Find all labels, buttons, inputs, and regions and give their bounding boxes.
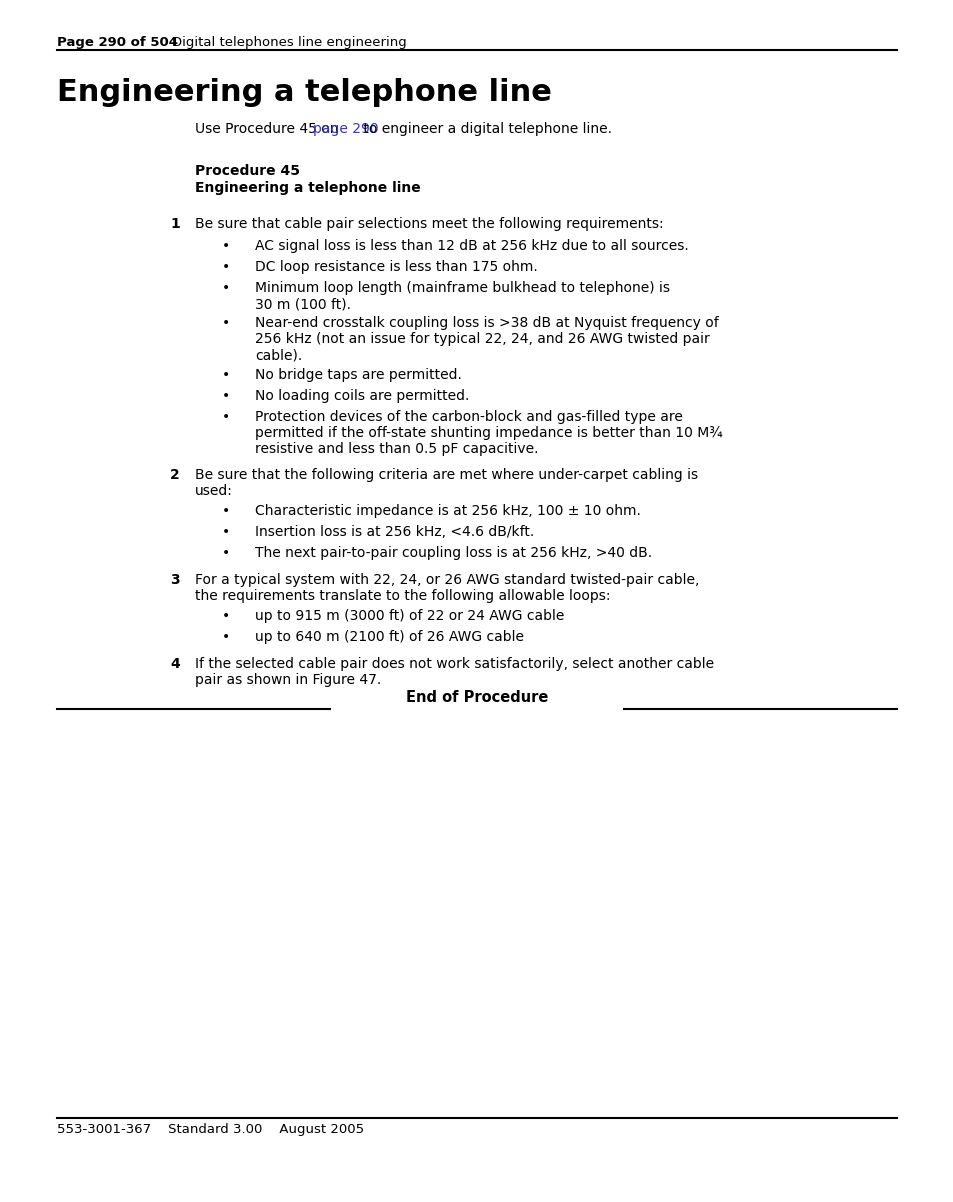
Text: AC signal loss is less than 12 dB at 256 kHz due to all sources.: AC signal loss is less than 12 dB at 256… bbox=[254, 239, 688, 252]
Text: up to 640 m (2100 ft) of 26 AWG cable: up to 640 m (2100 ft) of 26 AWG cable bbox=[254, 630, 523, 644]
Text: •: • bbox=[222, 260, 230, 274]
Text: •: • bbox=[222, 389, 230, 403]
Text: •: • bbox=[222, 281, 230, 294]
Text: For a typical system with 22, 24, or 26 AWG standard twisted-pair cable,
the req: For a typical system with 22, 24, or 26 … bbox=[194, 573, 699, 603]
Text: Insertion loss is at 256 kHz, <4.6 dB/kft.: Insertion loss is at 256 kHz, <4.6 dB/kf… bbox=[254, 525, 534, 538]
Text: No loading coils are permitted.: No loading coils are permitted. bbox=[254, 389, 469, 403]
Text: 4: 4 bbox=[170, 657, 179, 671]
Text: up to 915 m (3000 ft) of 22 or 24 AWG cable: up to 915 m (3000 ft) of 22 or 24 AWG ca… bbox=[254, 609, 564, 623]
Text: •: • bbox=[222, 609, 230, 623]
Text: page 290: page 290 bbox=[313, 121, 378, 136]
Text: Engineering a telephone line: Engineering a telephone line bbox=[57, 78, 551, 107]
Text: •: • bbox=[222, 504, 230, 518]
Text: Be sure that the following criteria are met where under-carpet cabling is
used:: Be sure that the following criteria are … bbox=[194, 468, 698, 498]
Text: •: • bbox=[222, 546, 230, 560]
Text: Near-end crosstalk coupling loss is >38 dB at Nyquist frequency of
256 kHz (not : Near-end crosstalk coupling loss is >38 … bbox=[254, 316, 718, 362]
Text: Protection devices of the carbon-block and gas-filled type are
permitted if the : Protection devices of the carbon-block a… bbox=[254, 410, 722, 457]
Text: Page 290 of 504: Page 290 of 504 bbox=[57, 36, 178, 49]
Text: •: • bbox=[222, 630, 230, 644]
Text: If the selected cable pair does not work satisfactorily, select another cable
pa: If the selected cable pair does not work… bbox=[194, 657, 714, 688]
Text: Engineering a telephone line: Engineering a telephone line bbox=[194, 182, 420, 195]
Text: End of Procedure: End of Procedure bbox=[405, 690, 548, 706]
Text: to engineer a digital telephone line.: to engineer a digital telephone line. bbox=[358, 121, 612, 136]
Text: Procedure 45: Procedure 45 bbox=[194, 163, 299, 178]
Text: •: • bbox=[222, 316, 230, 331]
Text: 1: 1 bbox=[170, 218, 179, 231]
Text: •: • bbox=[222, 239, 230, 252]
Text: The next pair-to-pair coupling loss is at 256 kHz, >40 dB.: The next pair-to-pair coupling loss is a… bbox=[254, 546, 652, 560]
Text: No bridge taps are permitted.: No bridge taps are permitted. bbox=[254, 368, 461, 382]
Text: Be sure that cable pair selections meet the following requirements:: Be sure that cable pair selections meet … bbox=[194, 218, 663, 231]
Text: DC loop resistance is less than 175 ohm.: DC loop resistance is less than 175 ohm. bbox=[254, 260, 537, 274]
Text: Minimum loop length (mainframe bulkhead to telephone) is
30 m (100 ft).: Minimum loop length (mainframe bulkhead … bbox=[254, 281, 669, 311]
Text: Characteristic impedance is at 256 kHz, 100 ± 10 ohm.: Characteristic impedance is at 256 kHz, … bbox=[254, 504, 640, 518]
Text: 3: 3 bbox=[170, 573, 179, 587]
Text: Digital telephones line engineering: Digital telephones line engineering bbox=[172, 36, 406, 49]
Text: •: • bbox=[222, 525, 230, 538]
Text: 2: 2 bbox=[170, 468, 179, 482]
Text: 553-3001-367    Standard 3.00    August 2005: 553-3001-367 Standard 3.00 August 2005 bbox=[57, 1123, 364, 1136]
Text: Use Procedure 45 on: Use Procedure 45 on bbox=[194, 121, 342, 136]
Text: •: • bbox=[222, 410, 230, 424]
Text: •: • bbox=[222, 368, 230, 382]
